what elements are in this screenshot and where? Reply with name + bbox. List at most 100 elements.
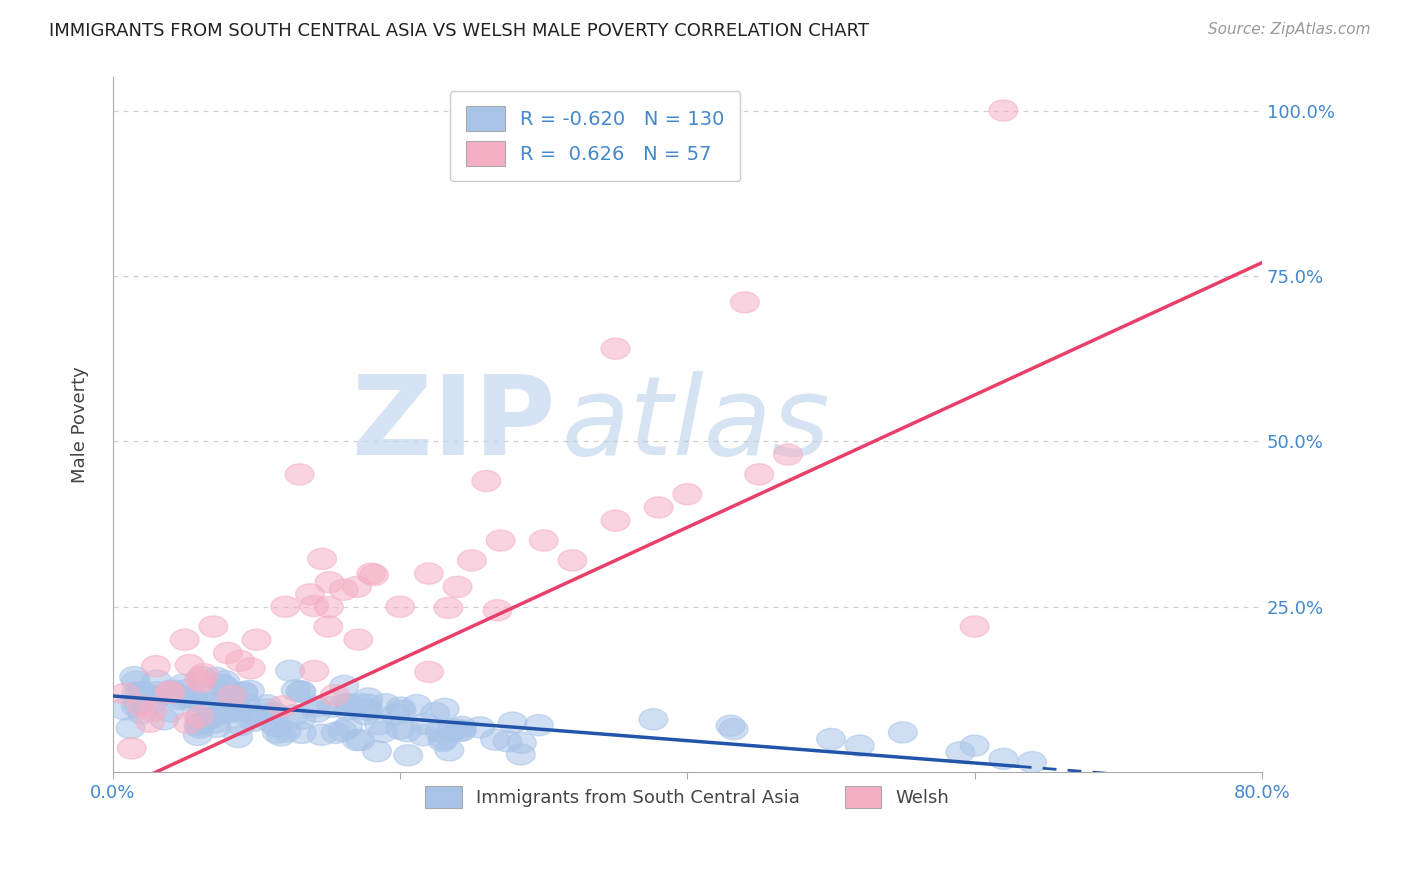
Ellipse shape bbox=[498, 712, 527, 733]
Ellipse shape bbox=[295, 583, 325, 605]
Ellipse shape bbox=[472, 470, 501, 491]
Ellipse shape bbox=[315, 572, 344, 593]
Ellipse shape bbox=[343, 576, 371, 598]
Ellipse shape bbox=[184, 714, 212, 736]
Ellipse shape bbox=[988, 100, 1018, 121]
Ellipse shape bbox=[353, 699, 382, 721]
Ellipse shape bbox=[135, 711, 165, 732]
Ellipse shape bbox=[125, 683, 153, 705]
Ellipse shape bbox=[187, 682, 215, 704]
Ellipse shape bbox=[353, 694, 382, 715]
Ellipse shape bbox=[260, 703, 288, 723]
Ellipse shape bbox=[465, 717, 495, 738]
Ellipse shape bbox=[720, 719, 748, 739]
Ellipse shape bbox=[142, 656, 170, 677]
Ellipse shape bbox=[638, 709, 668, 730]
Ellipse shape bbox=[215, 699, 243, 721]
Ellipse shape bbox=[217, 685, 246, 706]
Ellipse shape bbox=[333, 699, 363, 721]
Ellipse shape bbox=[385, 718, 415, 739]
Ellipse shape bbox=[217, 702, 245, 723]
Ellipse shape bbox=[233, 706, 263, 727]
Ellipse shape bbox=[122, 682, 150, 703]
Ellipse shape bbox=[960, 616, 988, 637]
Ellipse shape bbox=[363, 740, 391, 762]
Ellipse shape bbox=[186, 717, 214, 739]
Ellipse shape bbox=[437, 721, 467, 742]
Ellipse shape bbox=[392, 721, 422, 742]
Ellipse shape bbox=[120, 666, 149, 688]
Ellipse shape bbox=[346, 730, 374, 750]
Ellipse shape bbox=[188, 691, 217, 713]
Ellipse shape bbox=[269, 696, 297, 717]
Ellipse shape bbox=[364, 714, 394, 735]
Ellipse shape bbox=[111, 683, 139, 705]
Ellipse shape bbox=[239, 704, 267, 724]
Ellipse shape bbox=[169, 674, 197, 695]
Ellipse shape bbox=[240, 710, 269, 731]
Ellipse shape bbox=[128, 681, 156, 702]
Ellipse shape bbox=[150, 709, 179, 730]
Ellipse shape bbox=[602, 338, 630, 359]
Ellipse shape bbox=[558, 549, 586, 571]
Ellipse shape bbox=[415, 563, 443, 584]
Ellipse shape bbox=[224, 726, 253, 747]
Ellipse shape bbox=[156, 701, 184, 722]
Ellipse shape bbox=[211, 676, 239, 698]
Ellipse shape bbox=[287, 681, 315, 702]
Ellipse shape bbox=[285, 464, 314, 485]
Ellipse shape bbox=[402, 695, 432, 715]
Ellipse shape bbox=[429, 731, 457, 751]
Ellipse shape bbox=[344, 629, 373, 650]
Ellipse shape bbox=[262, 716, 291, 738]
Ellipse shape bbox=[481, 729, 509, 750]
Ellipse shape bbox=[121, 696, 150, 717]
Ellipse shape bbox=[211, 671, 239, 691]
Ellipse shape bbox=[357, 563, 385, 584]
Y-axis label: Male Poverty: Male Poverty bbox=[72, 367, 89, 483]
Ellipse shape bbox=[745, 464, 773, 485]
Ellipse shape bbox=[484, 599, 512, 621]
Ellipse shape bbox=[437, 719, 467, 739]
Ellipse shape bbox=[415, 661, 443, 682]
Ellipse shape bbox=[214, 687, 242, 708]
Ellipse shape bbox=[229, 681, 257, 703]
Ellipse shape bbox=[142, 670, 172, 691]
Ellipse shape bbox=[486, 530, 515, 551]
Ellipse shape bbox=[222, 694, 250, 714]
Ellipse shape bbox=[121, 671, 150, 692]
Ellipse shape bbox=[457, 549, 486, 571]
Ellipse shape bbox=[197, 707, 225, 729]
Ellipse shape bbox=[276, 660, 305, 681]
Ellipse shape bbox=[299, 660, 329, 681]
Ellipse shape bbox=[316, 696, 346, 717]
Ellipse shape bbox=[202, 667, 231, 689]
Ellipse shape bbox=[644, 497, 673, 518]
Ellipse shape bbox=[446, 721, 474, 741]
Ellipse shape bbox=[354, 688, 382, 709]
Ellipse shape bbox=[524, 714, 553, 736]
Ellipse shape bbox=[530, 530, 558, 551]
Ellipse shape bbox=[960, 735, 988, 756]
Ellipse shape bbox=[387, 700, 416, 722]
Ellipse shape bbox=[225, 650, 254, 672]
Ellipse shape bbox=[128, 703, 156, 724]
Ellipse shape bbox=[302, 701, 330, 723]
Ellipse shape bbox=[287, 723, 316, 743]
Ellipse shape bbox=[387, 697, 415, 718]
Ellipse shape bbox=[187, 712, 215, 733]
Ellipse shape bbox=[229, 682, 257, 703]
Ellipse shape bbox=[281, 680, 311, 701]
Ellipse shape bbox=[329, 579, 359, 600]
Ellipse shape bbox=[157, 680, 186, 701]
Ellipse shape bbox=[287, 708, 315, 730]
Ellipse shape bbox=[191, 691, 221, 713]
Ellipse shape bbox=[1018, 752, 1046, 772]
Ellipse shape bbox=[183, 724, 212, 746]
Ellipse shape bbox=[434, 598, 463, 618]
Ellipse shape bbox=[420, 703, 450, 723]
Ellipse shape bbox=[155, 681, 184, 703]
Ellipse shape bbox=[314, 616, 343, 637]
Ellipse shape bbox=[287, 681, 316, 702]
Ellipse shape bbox=[394, 745, 423, 766]
